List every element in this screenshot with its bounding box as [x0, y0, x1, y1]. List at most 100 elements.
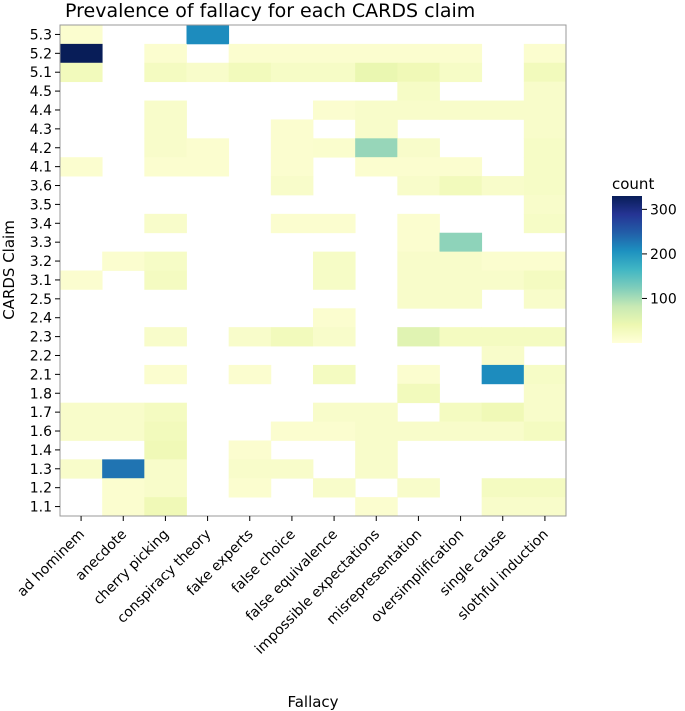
- heatmap-cell: [439, 421, 483, 441]
- heatmap-cell: [523, 251, 567, 271]
- heatmap-cell: [481, 251, 525, 271]
- heatmap-cell: [481, 327, 525, 347]
- heatmap-cell: [60, 157, 103, 177]
- heatmap-cell: [144, 270, 187, 290]
- colorbar-tick-label: 300: [650, 202, 677, 218]
- y-tick-label: 3.1: [30, 273, 52, 289]
- heatmap-cell: [481, 176, 525, 196]
- heatmap-cell: [523, 402, 567, 422]
- heatmap-cell: [102, 251, 145, 271]
- y-tick-label: 4.1: [30, 160, 52, 176]
- heatmap-cell: [144, 402, 187, 422]
- heatmap-cell: [270, 459, 314, 479]
- heatmap-cell: [60, 43, 103, 64]
- heatmap-cell: [270, 119, 314, 139]
- heatmap-cell: [439, 43, 483, 64]
- heatmap-cell: [228, 327, 272, 347]
- heatmap-cell: [60, 402, 103, 422]
- heatmap-cell: [313, 251, 356, 271]
- y-tick-label: 5.1: [30, 65, 52, 81]
- heatmap-cell: [523, 270, 567, 290]
- heatmap-cell: [397, 383, 440, 404]
- heatmap-cell: [313, 402, 356, 422]
- heatmap-cell: [313, 100, 356, 120]
- heatmap-cell: [313, 62, 356, 83]
- heatmap-cell: [439, 100, 483, 120]
- heatmap-cell: [523, 383, 567, 404]
- x-axis-label: Fallacy: [287, 693, 338, 711]
- heatmap-cell: [102, 497, 145, 517]
- heatmap-cell: [523, 421, 567, 441]
- heatmap-cell: [186, 62, 230, 83]
- y-tick-label: 1.1: [30, 500, 52, 516]
- heatmap-cell: [397, 100, 440, 120]
- heatmap-cell: [523, 327, 567, 347]
- heatmap-cell: [313, 327, 356, 347]
- heatmap-cell: [397, 43, 440, 64]
- heatmap-cell: [355, 119, 398, 139]
- heatmap-cell: [270, 138, 314, 158]
- colorbar-tick-label: 200: [650, 247, 677, 263]
- heatmap-cell: [523, 176, 567, 196]
- heatmap-cell: [523, 43, 567, 64]
- heatmap-cell: [523, 364, 567, 385]
- y-tick-label: 2.1: [30, 367, 52, 383]
- y-tick-label: 1.2: [30, 481, 52, 497]
- heatmap-cell: [439, 157, 483, 177]
- y-tick-label: 4.5: [30, 84, 52, 100]
- colorbar-tick-label: 100: [650, 291, 677, 307]
- heatmap-cell: [313, 138, 356, 158]
- heatmap-cell: [397, 478, 440, 498]
- heatmap-cell: [102, 478, 145, 498]
- heatmap-cell: [144, 421, 187, 441]
- heatmap-cell: [144, 327, 187, 347]
- colorbar: [612, 196, 642, 343]
- heatmap-cell: [102, 459, 145, 479]
- heatmap-cell: [523, 289, 567, 309]
- chart-title: Prevalence of fallacy for each CARDS cla…: [65, 0, 475, 22]
- heatmap-cell: [397, 270, 440, 290]
- heatmap-cell: [397, 138, 440, 158]
- heatmap-cell: [481, 497, 525, 517]
- heatmap-cell: [481, 364, 525, 385]
- heatmap-cell: [355, 157, 398, 177]
- y-tick-label: 1.3: [30, 462, 52, 478]
- heatmap-cell: [439, 62, 483, 83]
- heatmap-cell: [397, 289, 440, 309]
- y-tick-label: 1.6: [30, 424, 52, 440]
- heatmap-cell: [397, 81, 440, 101]
- y-tick-label: 3.2: [30, 254, 52, 270]
- y-tick-label: 2.4: [30, 311, 52, 327]
- heatmap-cell: [270, 157, 314, 177]
- heatmap-cell: [144, 440, 187, 460]
- heatmap-cell: [228, 62, 272, 83]
- heatmap-cell: [144, 138, 187, 158]
- heatmap-cell: [439, 176, 483, 196]
- heatmap-cell: [355, 497, 398, 517]
- heatmap-cell: [439, 251, 483, 271]
- heatmap-cell: [228, 440, 272, 460]
- x-tick-label: ad hominem: [14, 527, 88, 601]
- heatmap-cell: [523, 157, 567, 177]
- heatmap-cell: [523, 138, 567, 158]
- heatmap-cell: [439, 289, 483, 309]
- heatmap-cell: [397, 176, 440, 196]
- heatmap-cell: [313, 364, 356, 385]
- heatmap-cell: [228, 459, 272, 479]
- heatmap-cell: [355, 43, 398, 64]
- heatmap-cell: [144, 213, 187, 234]
- heatmap-cell: [355, 100, 398, 120]
- heatmap-cell: [523, 213, 567, 234]
- heatmap-cell: [355, 402, 398, 422]
- y-tick-label: 5.2: [30, 46, 52, 62]
- heatmap-cell: [228, 478, 272, 498]
- heatmap-cell: [481, 100, 525, 120]
- heatmap-cell: [186, 25, 230, 45]
- heatmap-cell: [144, 459, 187, 479]
- heatmap-cell: [397, 251, 440, 271]
- heatmap-cell: [397, 213, 440, 234]
- heatmap-cell: [397, 157, 440, 177]
- y-axis-label: CARDS Claim: [0, 220, 18, 320]
